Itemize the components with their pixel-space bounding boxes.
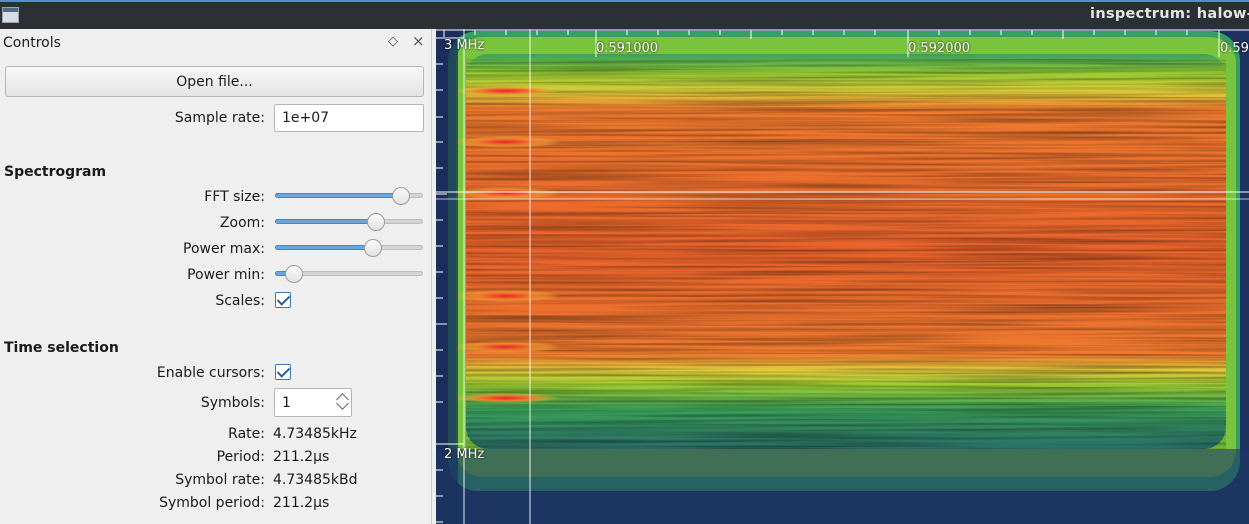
freq-tick-label-bottom: 2 MHz [444, 447, 485, 462]
controls-dock: Controls ◇ × Open file... Sample rate: 1… [0, 29, 432, 524]
slider-handle[interactable] [363, 239, 382, 257]
dock-close-icon[interactable]: × [412, 32, 425, 50]
enable-cursors-checkbox[interactable] [275, 364, 291, 380]
freq-axis-ticks [436, 37, 464, 523]
symbol-rate-value: 4.73485kBd [273, 472, 358, 488]
dock-title: Controls [3, 35, 61, 51]
zoom-label: Zoom: [219, 215, 265, 231]
spectrogram-view[interactable]: 0.591000 0.592000 0.59 3 MHz 2 MHz [436, 29, 1249, 524]
sample-rate-label: Sample rate: [174, 110, 265, 126]
slider-handle[interactable] [366, 213, 385, 231]
symbols-spinbox[interactable]: 1 [274, 388, 352, 417]
period-value: 211.2µs [273, 449, 330, 465]
slider-handle[interactable] [285, 265, 304, 283]
symbol-rate-label: Symbol rate: [175, 472, 265, 488]
time-tick-label-2: 0.592000 [908, 41, 971, 56]
zoom-slider[interactable] [275, 213, 423, 231]
power-min-label: Power min: [187, 267, 265, 283]
symbol-period-label: Symbol period: [159, 495, 265, 511]
freq-tick-label-top: 3 MHz [444, 38, 485, 53]
fft-size-label: FFT size: [204, 189, 265, 205]
rate-label: Rate: [228, 426, 265, 442]
noise-floor [436, 449, 1249, 524]
scales-label: Scales: [215, 293, 265, 309]
power-max-slider[interactable] [275, 239, 423, 257]
slider-fill [275, 219, 376, 224]
rate-value: 4.73485kHz [273, 426, 357, 442]
open-file-button[interactable]: Open file... [5, 66, 424, 97]
preamble-bursts [451, 86, 561, 403]
left-edge [436, 29, 458, 524]
power-max-label: Power max: [183, 241, 265, 257]
enable-cursors-label: Enable cursors: [156, 365, 265, 381]
signal-texture [466, 59, 1226, 449]
symbols-label: Symbols: [200, 395, 265, 411]
scales-checkbox[interactable] [275, 292, 291, 308]
window-menu-icon[interactable] [2, 7, 19, 23]
window-title: inspectrum: halow- [1090, 6, 1249, 22]
window-title-bar: inspectrum: halow- [0, 0, 1249, 29]
spectrogram-heading: Spectrogram [4, 164, 107, 180]
dock-float-icon[interactable]: ◇ [388, 34, 398, 49]
period-label: Period: [216, 449, 265, 465]
symbol-period-value: 211.2µs [273, 495, 330, 511]
spectrogram-canvas[interactable] [436, 29, 1249, 524]
sample-rate-input[interactable]: 1e+07 [274, 104, 424, 132]
slider-handle[interactable] [391, 187, 410, 205]
time-tick-label-3: 0.59 [1220, 41, 1249, 56]
slider-fill [275, 193, 401, 198]
time-tick-label-1: 0.591000 [596, 41, 659, 56]
symbols-value: 1 [282, 395, 291, 411]
fft-size-slider[interactable] [275, 187, 423, 205]
power-min-slider[interactable] [275, 265, 423, 283]
time-axis-ticks [436, 29, 1249, 57]
time-cursors[interactable] [463, 29, 531, 524]
time-selection-heading: Time selection [4, 340, 119, 356]
slider-fill [275, 245, 373, 250]
